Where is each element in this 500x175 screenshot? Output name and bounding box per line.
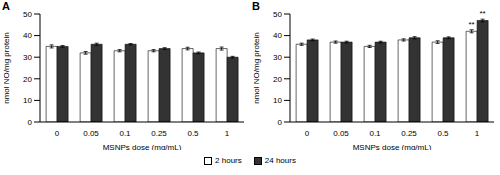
svg-text:nmol NO/mg protein: nmol NO/mg protein <box>8 32 11 104</box>
svg-text:0.5: 0.5 <box>437 129 449 138</box>
html-text:24 hours: 24 hours <box>264 156 296 165</box>
html-text:2 hours: 2 hours <box>215 156 242 165</box>
svg-text:0.1: 0.1 <box>369 129 381 138</box>
svg-text:nmol NO/mg protein: nmol NO/mg protein <box>252 32 261 104</box>
svg-text:**: ** <box>469 20 475 29</box>
svg-text:10: 10 <box>273 96 282 105</box>
svg-text:0.25: 0.25 <box>401 129 417 138</box>
svg-text:0.05: 0.05 <box>83 129 99 138</box>
svg-text:1: 1 <box>225 129 230 138</box>
html-text:B: B <box>252 0 260 12</box>
svg-text:**: ** <box>480 9 486 18</box>
svg-text:MSNPs dose (mg/mL): MSNPs dose (mg/mL) <box>353 143 432 150</box>
svg-text:0: 0 <box>305 129 310 138</box>
svg-text:40: 40 <box>273 31 282 40</box>
svg-text:0: 0 <box>28 118 33 127</box>
svg-text:0.25: 0.25 <box>151 129 167 138</box>
svg-text:10: 10 <box>23 96 32 105</box>
svg-text:1: 1 <box>475 129 480 138</box>
html-text:A: A <box>2 0 10 12</box>
svg-text:0.5: 0.5 <box>187 129 199 138</box>
svg-text:50: 50 <box>23 10 32 19</box>
svg-text:20: 20 <box>23 75 32 84</box>
svg-text:0.05: 0.05 <box>333 129 349 138</box>
svg-text:0.1: 0.1 <box>119 129 131 138</box>
svg-text:30: 30 <box>23 53 32 62</box>
svg-text:0: 0 <box>278 118 283 127</box>
svg-text:MSNPs dose (mg/mL): MSNPs dose (mg/mL) <box>103 143 182 150</box>
svg-text:40: 40 <box>23 31 32 40</box>
svg-text:50: 50 <box>273 10 282 19</box>
svg-text:0: 0 <box>55 129 60 138</box>
svg-text:30: 30 <box>273 53 282 62</box>
svg-text:20: 20 <box>273 75 282 84</box>
